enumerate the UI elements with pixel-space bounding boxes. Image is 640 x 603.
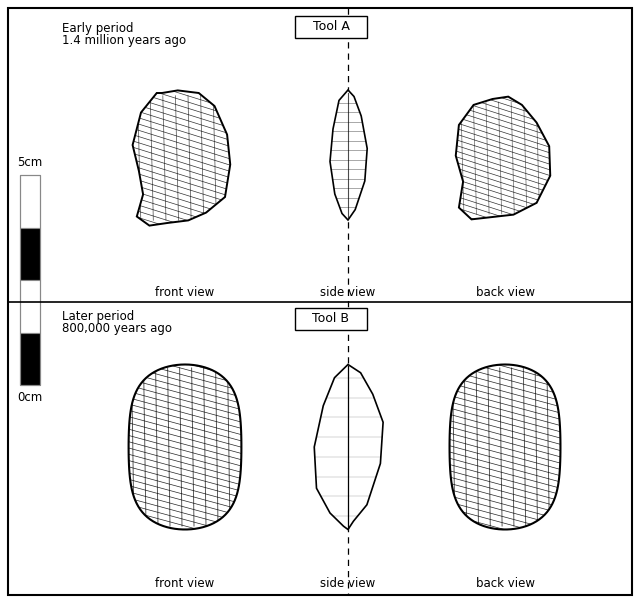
Text: front view: front view xyxy=(156,286,214,299)
Bar xyxy=(20,332,40,385)
Bar xyxy=(20,175,40,385)
Text: side view: side view xyxy=(321,286,376,299)
Text: Early period: Early period xyxy=(62,22,134,35)
Text: Tool A: Tool A xyxy=(312,21,349,34)
Text: side view: side view xyxy=(321,577,376,590)
Polygon shape xyxy=(330,90,367,220)
Polygon shape xyxy=(132,90,230,226)
Polygon shape xyxy=(129,364,241,529)
Text: 0cm: 0cm xyxy=(17,391,43,404)
Text: back view: back view xyxy=(476,286,534,299)
Text: Later period: Later period xyxy=(62,310,134,323)
Text: 800,000 years ago: 800,000 years ago xyxy=(62,322,172,335)
Bar xyxy=(20,227,40,280)
Text: front view: front view xyxy=(156,577,214,590)
Text: 5cm: 5cm xyxy=(17,156,43,169)
Text: Tool B: Tool B xyxy=(312,312,349,326)
Bar xyxy=(20,280,40,332)
Polygon shape xyxy=(314,364,383,529)
Polygon shape xyxy=(456,96,550,219)
Bar xyxy=(20,175,40,227)
Text: back view: back view xyxy=(476,577,534,590)
Bar xyxy=(295,308,367,330)
Polygon shape xyxy=(449,364,561,529)
Text: 1.4 million years ago: 1.4 million years ago xyxy=(62,34,186,47)
Bar xyxy=(295,16,367,38)
